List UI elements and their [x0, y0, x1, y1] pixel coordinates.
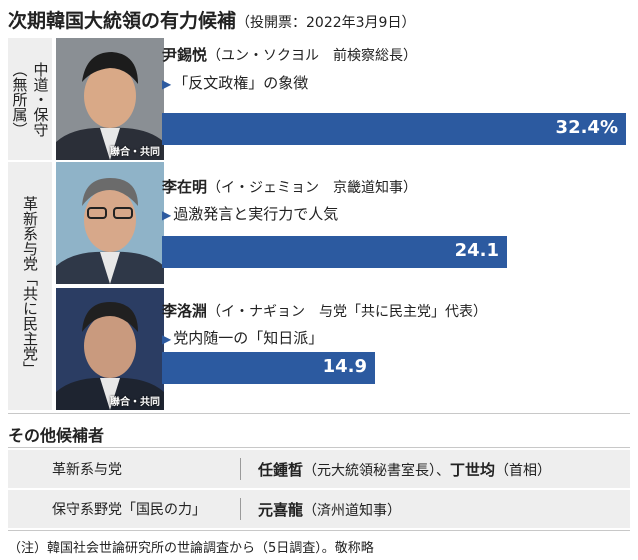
group-label-ruling-party: 革新系与党「共に民主党」 [8, 162, 52, 412]
bar-yoon: 32.4% [162, 113, 626, 145]
candidate-photo-lee-jae-myung [56, 162, 164, 286]
candidate-name-line: 尹錫悦（ユン・ソクヨル 前検察総長） [162, 44, 417, 65]
footnote: （注）韓国社会世論研究所の世論調査から（5日調査）。敬称略 [8, 541, 374, 556]
bar-value-label: 24.1 [454, 240, 499, 261]
candidate-name: 李在明 [162, 178, 208, 196]
candidate-info: （イ・ナギョン 与党「共に民主党」代表） [207, 304, 488, 320]
group-label-line: 中道・保守 [31, 61, 50, 137]
candidate-description: ▶ 過激発言と実行力で人気 [162, 205, 339, 223]
others-category: 革新系与党 [52, 462, 122, 478]
bar-value-label: 32.4% [555, 117, 618, 138]
others-category: 保守系野党「国民の力」 [52, 502, 206, 518]
candidate-photo-lee-nak-yon: 聯合・共同 [56, 288, 164, 412]
candidate-name-line: 李洛淵（イ・ナギョン 与党「共に民主党」代表） [162, 300, 487, 321]
group-label-conservative: 中道・保守 （無所属） [8, 38, 52, 162]
others-candidates: 任鍾晳（元大統領秘書室長）、丁世均（首相） [258, 461, 552, 479]
triangle-bullet-icon: ▶ [162, 332, 172, 346]
candidate-name-line: 李在明（イ・ジェミョン 京畿道知事） [162, 176, 417, 197]
triangle-bullet-icon: ▶ [162, 208, 172, 222]
bar-lee-nak-yon: 14.9 [162, 352, 375, 384]
candidate-name: 李洛淵 [162, 302, 208, 320]
candidate-description: ▶ 「反文政権」の象徴 [162, 74, 309, 92]
candidate-info: （ユン・ソクヨル 前検察総長） [207, 48, 418, 64]
bar-lee-jae-myung: 24.1 [162, 236, 507, 268]
others-row: 革新系与党 任鍾晳（元大統領秘書室長）、丁世均（首相） [8, 450, 630, 488]
candidate-info: （イ・ジェミョン 京畿道知事） [207, 180, 418, 196]
group-label-line: 革新系与党「共に民主党」 [21, 196, 39, 376]
chart-title: 次期韓国大統領の有力候補（投開票：2022年3月9日） [8, 10, 416, 32]
divider [8, 530, 630, 531]
bar-value-label: 14.9 [322, 356, 367, 377]
divider [8, 447, 630, 448]
column-separator [240, 498, 241, 520]
divider [8, 413, 630, 414]
candidate-description: ▶ 党内随一の「知日派」 [162, 329, 324, 347]
others-row: 保守系野党「国民の力」 元喜龍（済州道知事） [8, 490, 630, 528]
group-label-line: （無所属） [10, 61, 29, 137]
others-title: その他候補者 [8, 426, 105, 445]
others-candidates: 元喜龍（済州道知事） [258, 501, 402, 519]
chart-subtitle: （投開票：2022年3月9日） [236, 15, 416, 31]
candidate-photo-yoon: 聯合・共同 [56, 38, 164, 162]
triangle-bullet-icon: ▶ [162, 77, 172, 91]
candidate-name: 尹錫悦 [162, 46, 208, 64]
photo-credit: 聯合・共同 [110, 397, 160, 408]
photo-credit: 聯合・共同 [110, 147, 160, 158]
column-separator [240, 458, 241, 480]
